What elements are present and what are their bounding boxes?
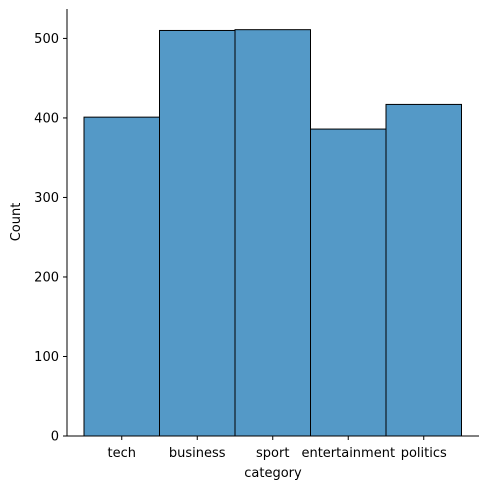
x-tick-label-tech: tech xyxy=(108,446,136,461)
y-tick-label-0: 0 xyxy=(51,430,59,445)
y-tick-label-100: 100 xyxy=(34,350,59,365)
bar-entertainment xyxy=(310,128,387,437)
x-ticks-group: tech business sport entertainment politics xyxy=(108,436,447,461)
x-tick-label-entertainment: entertainment xyxy=(301,446,395,461)
bar-sport xyxy=(234,29,311,437)
x-tick-label-business: business xyxy=(169,446,226,461)
bar-politics xyxy=(385,103,462,437)
y-tick-label-400: 400 xyxy=(34,111,59,126)
x-tick-label-sport: sport xyxy=(256,446,289,461)
y-tick-label-500: 500 xyxy=(34,32,59,47)
y-tick-label-300: 300 xyxy=(34,191,59,206)
y-tick-label-200: 200 xyxy=(34,270,59,285)
x-tick-label-politics: politics xyxy=(401,446,447,461)
x-axis-title: category xyxy=(244,466,302,481)
bar-tech xyxy=(83,116,160,437)
bar-business xyxy=(159,29,236,437)
bars-group xyxy=(83,29,462,437)
y-ticks-group: 0 100 200 300 400 500 xyxy=(34,32,67,445)
y-axis-title: Count xyxy=(9,203,24,242)
